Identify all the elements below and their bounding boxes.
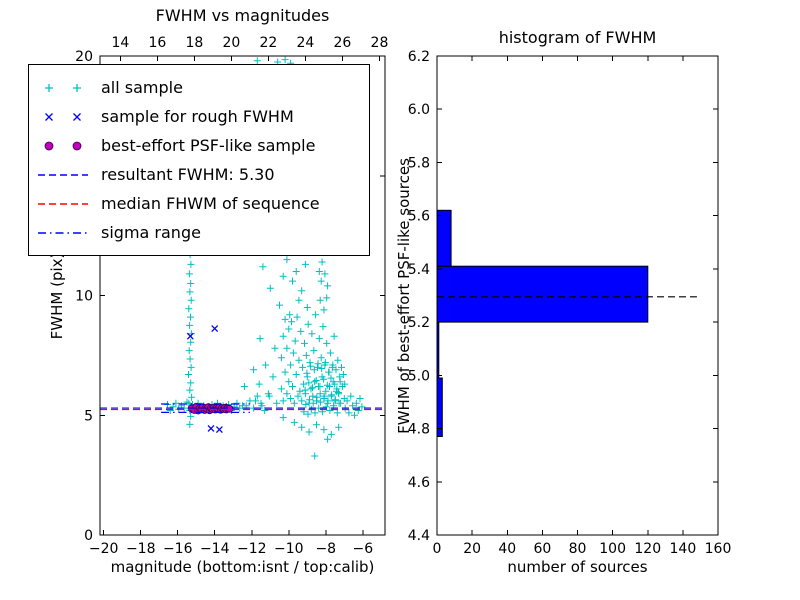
svg-text:0: 0	[84, 528, 93, 544]
svg-text:60: 60	[533, 541, 551, 557]
svg-text:−20: −20	[89, 541, 119, 557]
legend: all sample sample for rough FWHM best-effo…	[28, 64, 370, 256]
svg-text:140: 140	[670, 541, 697, 557]
svg-text:18: 18	[185, 35, 203, 51]
histogram-marks	[437, 209, 697, 437]
svg-text:−14: −14	[200, 541, 230, 557]
svg-text:4.6: 4.6	[408, 475, 430, 491]
svg-text:20: 20	[75, 49, 93, 65]
svg-text:16: 16	[148, 35, 166, 51]
svg-text:−10: −10	[274, 541, 304, 557]
legend-row: sample for rough FWHM	[35, 102, 363, 131]
svg-text:−16: −16	[163, 541, 193, 557]
svg-text:14: 14	[111, 35, 129, 51]
legend-row: sigma range	[35, 218, 363, 247]
right-chart-ylabel: FWHM of best-effort PSF-like sources	[395, 158, 413, 434]
svg-text:5.0: 5.0	[408, 368, 430, 384]
legend-label: best-effort PSF-like sample	[101, 136, 316, 155]
svg-text:160: 160	[705, 541, 732, 557]
right-chart-title: histogram of FWHM	[498, 28, 657, 47]
svg-text:26: 26	[334, 35, 352, 51]
left-chart-title: FWHM vs magnitudes	[155, 6, 330, 25]
left-chart-ylabel: FWHM (pix)	[48, 252, 66, 340]
legend-row: median FHWM of sequence	[35, 189, 363, 218]
svg-text:6.2: 6.2	[408, 49, 430, 65]
right-chart-xlabel: number of sources	[507, 558, 648, 576]
series-circle-markers	[187, 402, 234, 415]
scatter-marks	[100, 56, 385, 460]
svg-text:−18: −18	[126, 541, 156, 557]
svg-text:0: 0	[433, 541, 442, 557]
legend-label: resultant FWHM: 5.30	[101, 165, 275, 184]
svg-text:22: 22	[259, 35, 277, 51]
legend-label: sigma range	[101, 223, 201, 242]
histogram-bar	[437, 209, 452, 267]
dashed-line-legend-marker-icon	[38, 173, 88, 176]
left-chart-xlabel: magnitude (bottom:isnt / top:calib)	[110, 558, 375, 576]
x-legend-marker-icon	[45, 112, 81, 121]
svg-text:10: 10	[75, 289, 93, 305]
svg-text:6.0: 6.0	[408, 102, 430, 118]
right-axes: 0 20 40 60 80 100 120 140 160 4.4 4.6 4.8 5.0 5.2 5.4 5…	[408, 49, 732, 557]
svg-text:5: 5	[84, 408, 93, 424]
svg-text:−8: −8	[315, 541, 336, 557]
histogram-bar	[437, 377, 443, 437]
legend-label: median FHWM of sequence	[101, 194, 320, 213]
svg-text:120: 120	[634, 541, 661, 557]
svg-text:4.8: 4.8	[408, 422, 430, 438]
circle-legend-marker-icon	[44, 141, 82, 150]
legend-row: all sample	[35, 73, 363, 102]
svg-text:−12: −12	[237, 541, 267, 557]
legend-label: all sample	[101, 78, 183, 97]
svg-text:100: 100	[599, 541, 626, 557]
legend-row: best-effort PSF-like sample	[35, 131, 363, 160]
svg-text:40: 40	[498, 541, 516, 557]
svg-text:20: 20	[463, 541, 481, 557]
svg-text:4.4: 4.4	[408, 528, 430, 544]
dashdot-line-legend-marker-icon	[38, 231, 88, 234]
svg-text:5.4: 5.4	[408, 262, 430, 278]
svg-text:80: 80	[569, 541, 587, 557]
svg-text:20: 20	[222, 35, 240, 51]
svg-text:24: 24	[297, 35, 315, 51]
plus-legend-marker-icon	[45, 83, 81, 92]
svg-text:5.8: 5.8	[408, 155, 430, 171]
svg-text:5.6: 5.6	[408, 209, 430, 225]
dashed-line-legend-marker-icon	[38, 202, 88, 205]
svg-text:−6: −6	[352, 541, 373, 557]
legend-label: sample for rough FWHM	[101, 107, 294, 126]
legend-row: resultant FWHM: 5.30	[35, 160, 363, 189]
svg-text:28: 28	[371, 35, 389, 51]
histogram-bar	[437, 265, 649, 323]
svg-text:5.2: 5.2	[408, 315, 430, 331]
